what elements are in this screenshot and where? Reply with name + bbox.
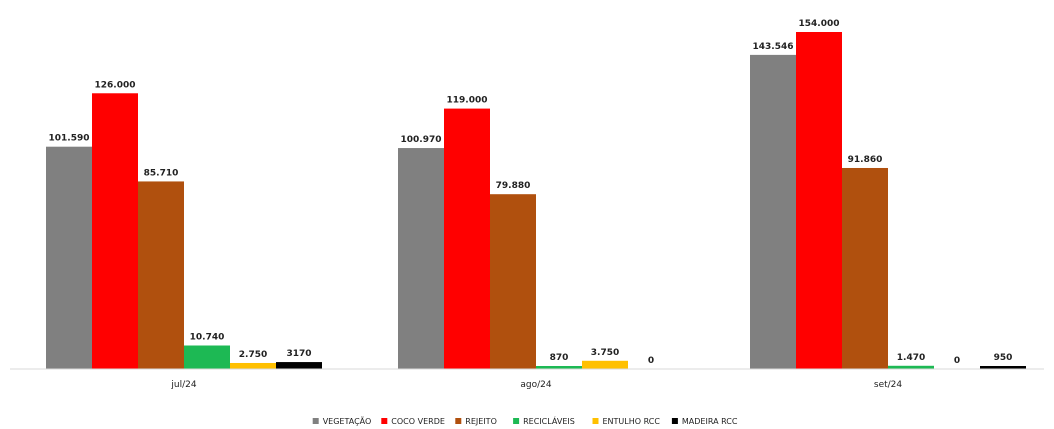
legend-item-reciclaveis: RECICLÁVEIS xyxy=(513,415,575,426)
data-label-entulho-rcc-ago-24: 3.750 xyxy=(591,348,619,358)
category-label-ago-24: ago/24 xyxy=(520,380,551,390)
bar-reciclaveis-set-24 xyxy=(888,365,934,369)
bar-vegetacao-jul-24 xyxy=(46,146,92,369)
bar-madeira-rcc-jul-24 xyxy=(276,362,322,369)
legend: VEGETAÇÃO COCO VERDE REJEITO RECICLÁVEIS ENT… xyxy=(312,415,738,426)
value-labels-group: 101.590 126.000 85.710 10.740 2.750 3170 100.9… xyxy=(49,19,1013,366)
data-label-reciclaveis-set-24: 1.470 xyxy=(897,353,925,363)
legend-item-entulho-rcc: ENTULHO RCC xyxy=(592,417,661,426)
data-label-madeira-rcc-ago-24: 0 xyxy=(648,356,654,366)
legend-swatch-entulho-rcc xyxy=(592,418,599,424)
legend-label-reciclaveis: RECICLÁVEIS xyxy=(523,415,575,426)
legend-swatch-rejeito xyxy=(455,418,462,424)
legend-item-coco-verde: COCO VERDE xyxy=(381,417,445,426)
data-label-vegetacao-set-24: 143.546 xyxy=(753,42,794,52)
legend-item-rejeito: REJEITO xyxy=(455,417,497,426)
bar-coco-verde-jul-24 xyxy=(92,93,138,369)
data-label-vegetacao-ago-24: 100.970 xyxy=(401,135,442,145)
bar-reciclaveis-ago-24 xyxy=(536,366,582,369)
data-label-coco-verde-set-24: 154.000 xyxy=(799,19,840,29)
legend-swatch-reciclaveis xyxy=(513,418,520,424)
category-label-jul-24: jul/24 xyxy=(170,380,196,390)
legend-label-coco-verde: COCO VERDE xyxy=(391,417,445,426)
legend-label-madeira-rcc: MADEIRA RCC xyxy=(682,417,738,426)
data-label-rejeito-set-24: 91.860 xyxy=(848,155,883,165)
bar-vegetacao-ago-24 xyxy=(398,148,444,369)
data-label-entulho-rcc-jul-24: 2.750 xyxy=(239,350,267,360)
data-label-rejeito-ago-24: 79.880 xyxy=(496,181,531,191)
legend-label-vegetacao: VEGETAÇÃO xyxy=(323,416,372,426)
data-label-rejeito-jul-24: 85.710 xyxy=(144,168,179,178)
data-label-entulho-rcc-set-24: 0 xyxy=(954,356,960,366)
data-label-madeira-rcc-jul-24: 3170 xyxy=(286,349,311,359)
bar-rejeito-jul-24 xyxy=(138,181,184,369)
data-label-madeira-rcc-set-24: 950 xyxy=(994,353,1013,363)
data-label-reciclaveis-ago-24: 870 xyxy=(550,353,569,363)
bar-entulho-rcc-jul-24 xyxy=(230,362,276,369)
bar-rejeito-set-24 xyxy=(842,167,888,369)
legend-label-entulho-rcc: ENTULHO RCC xyxy=(603,417,661,426)
data-label-coco-verde-ago-24: 119.000 xyxy=(447,96,488,106)
data-label-coco-verde-jul-24: 126.000 xyxy=(95,80,136,90)
bar-madeira-rcc-set-24 xyxy=(980,366,1026,369)
category-label-set-24: set/24 xyxy=(874,380,903,390)
category-labels-group: jul/24 ago/24 set/24 xyxy=(170,380,902,390)
data-label-vegetacao-jul-24: 101.590 xyxy=(49,134,90,144)
legend-swatch-vegetacao xyxy=(312,418,319,424)
legend-swatch-madeira-rcc xyxy=(671,418,678,424)
bars-group xyxy=(46,32,1026,369)
data-label-reciclaveis-jul-24: 10.740 xyxy=(190,332,225,342)
legend-item-madeira-rcc: MADEIRA RCC xyxy=(671,417,738,426)
bar-reciclaveis-jul-24 xyxy=(184,345,230,369)
legend-label-rejeito: REJEITO xyxy=(465,417,497,426)
legend-item-vegetacao: VEGETAÇÃO xyxy=(312,416,372,426)
legend-swatch-coco-verde xyxy=(381,418,388,424)
bar-entulho-rcc-ago-24 xyxy=(582,360,628,369)
bar-rejeito-ago-24 xyxy=(490,194,536,369)
bar-coco-verde-ago-24 xyxy=(444,108,490,369)
bar-coco-verde-set-24 xyxy=(796,32,842,369)
bar-vegetacao-set-24 xyxy=(750,54,796,369)
